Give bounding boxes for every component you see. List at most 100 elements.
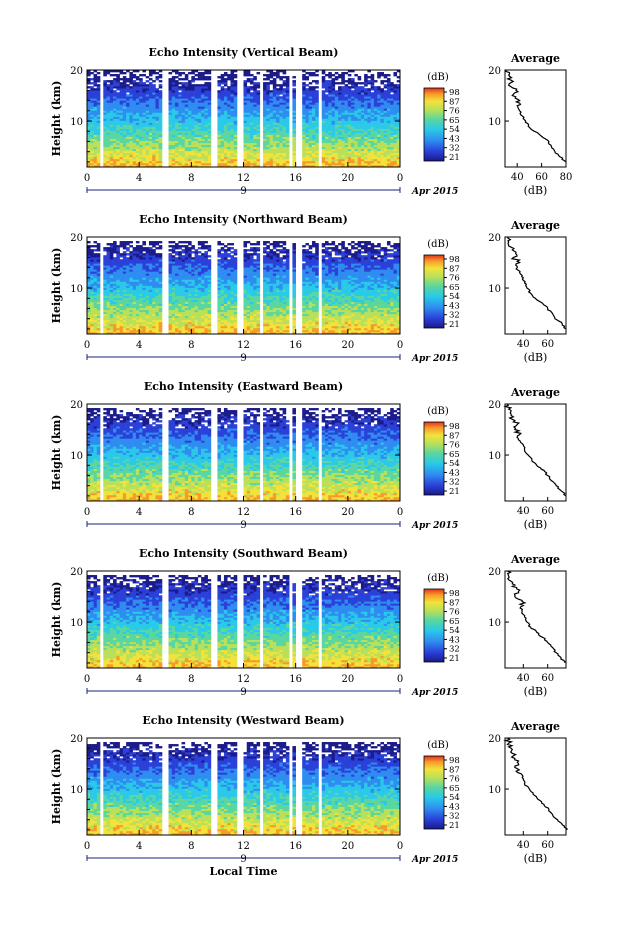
heatmap-cell [322,76,326,78]
heatmap-cell [191,330,195,332]
heatmap-cell [129,131,133,133]
heatmap-cell [380,108,384,110]
heatmap-cell [172,116,176,118]
heatmap-cell [270,112,274,114]
heatmap-cell [227,102,231,104]
heatmap-cell [393,129,397,131]
heatmap-cell [123,98,127,100]
heatmap-cell [221,90,225,92]
heatmap-cell [305,112,309,114]
heatmap-cell [247,145,251,147]
heatmap-cell [116,149,120,151]
heatmap-cell [315,127,319,129]
heatmap-cell [325,312,329,314]
heatmap-cell [139,127,143,129]
heatmap-cell [371,121,375,123]
heatmap-cell [185,328,189,330]
heatmap-cell [266,135,270,137]
heatmap-cell [273,316,277,318]
heatmap-cell [302,324,306,326]
heatmap-cell [351,121,355,123]
average-x-tick-label: 40 [511,172,524,183]
heatmap-cell [198,72,202,74]
heatmap-cell [393,74,397,76]
heatmap-cell [273,98,277,100]
heatmap-cell [198,324,202,326]
heatmap-cell [129,127,133,129]
heatmap-cell [188,153,192,155]
heatmap-cell [172,326,176,328]
heatmap-cell [322,80,326,82]
heatmap-cell [169,102,173,104]
heatmap-cell [139,74,143,76]
heatmap-cell [302,78,306,80]
heatmap-cell [354,145,358,147]
heatmap-cell [312,314,316,316]
heatmap-cell [332,82,336,84]
heatmap-cell [341,112,345,114]
heatmap-cell [367,161,371,163]
heatmap-cell [149,82,153,84]
heatmap-cell [204,129,208,131]
heatmap-cell [384,314,388,316]
heatmap-cell [338,153,342,155]
heatmap-cell [302,143,306,145]
heatmap-cell [361,92,365,94]
heatmap-cell [142,110,146,112]
heatmap-cell [87,316,91,318]
heatmap-cell [374,94,378,96]
heatmap-cell [129,108,133,110]
heatmap-cell [380,151,384,153]
heatmap-cell [358,322,362,324]
heatmap-cell [90,330,94,332]
heatmap-cell [374,98,378,100]
heatmap-cell [204,112,208,114]
heatmap-cell [152,88,156,90]
heatmap-cell [126,110,130,112]
heatmap-cell [142,86,146,88]
heatmap-cell [152,163,156,165]
heatmap-cell [123,116,127,118]
heatmap-cell [367,133,371,135]
heatmap-cell [123,112,127,114]
heatmap-cell [354,330,358,332]
heatmap-cell [279,153,283,155]
heatmap-cell [305,145,309,147]
heatmap-cell [175,149,179,151]
heatmap-cell [335,151,339,153]
heatmap-cell [94,139,98,141]
heatmap-cell [250,125,254,127]
heatmap-cell [335,306,339,308]
heatmap-cell [123,310,127,312]
heatmap-cell [136,76,140,78]
heatmap-cell [247,141,251,143]
heatmap-cell [221,141,225,143]
heatmap-cell [149,131,153,133]
heatmap-cell [328,84,332,86]
heatmap-cell [195,86,199,88]
heatmap-cell [136,121,140,123]
heatmap-cell [227,86,231,88]
heatmap-cell [345,147,349,149]
heatmap-cell [90,153,94,155]
heatmap-cell [361,155,365,157]
heatmap-cell [315,104,319,106]
heatmap-cell [377,72,381,74]
heatmap-cell [273,121,277,123]
heatmap-cell [384,322,388,324]
heatmap-cell [257,125,261,127]
heatmap-cell [361,110,365,112]
heatmap-cell [328,82,332,84]
heatmap-cell [325,98,329,100]
heatmap-cell [286,127,290,129]
heatmap-cell [377,135,381,137]
heatmap-cell [266,137,270,139]
heatmap-cell [230,147,234,149]
heatmap-cell [270,96,274,98]
heatmap-cell [201,316,205,318]
heatmap-cell [136,159,140,161]
heatmap-cell [276,318,280,320]
heatmap-cell [351,159,355,161]
heatmap-cell [234,135,238,137]
heatmap-cell [178,163,182,165]
